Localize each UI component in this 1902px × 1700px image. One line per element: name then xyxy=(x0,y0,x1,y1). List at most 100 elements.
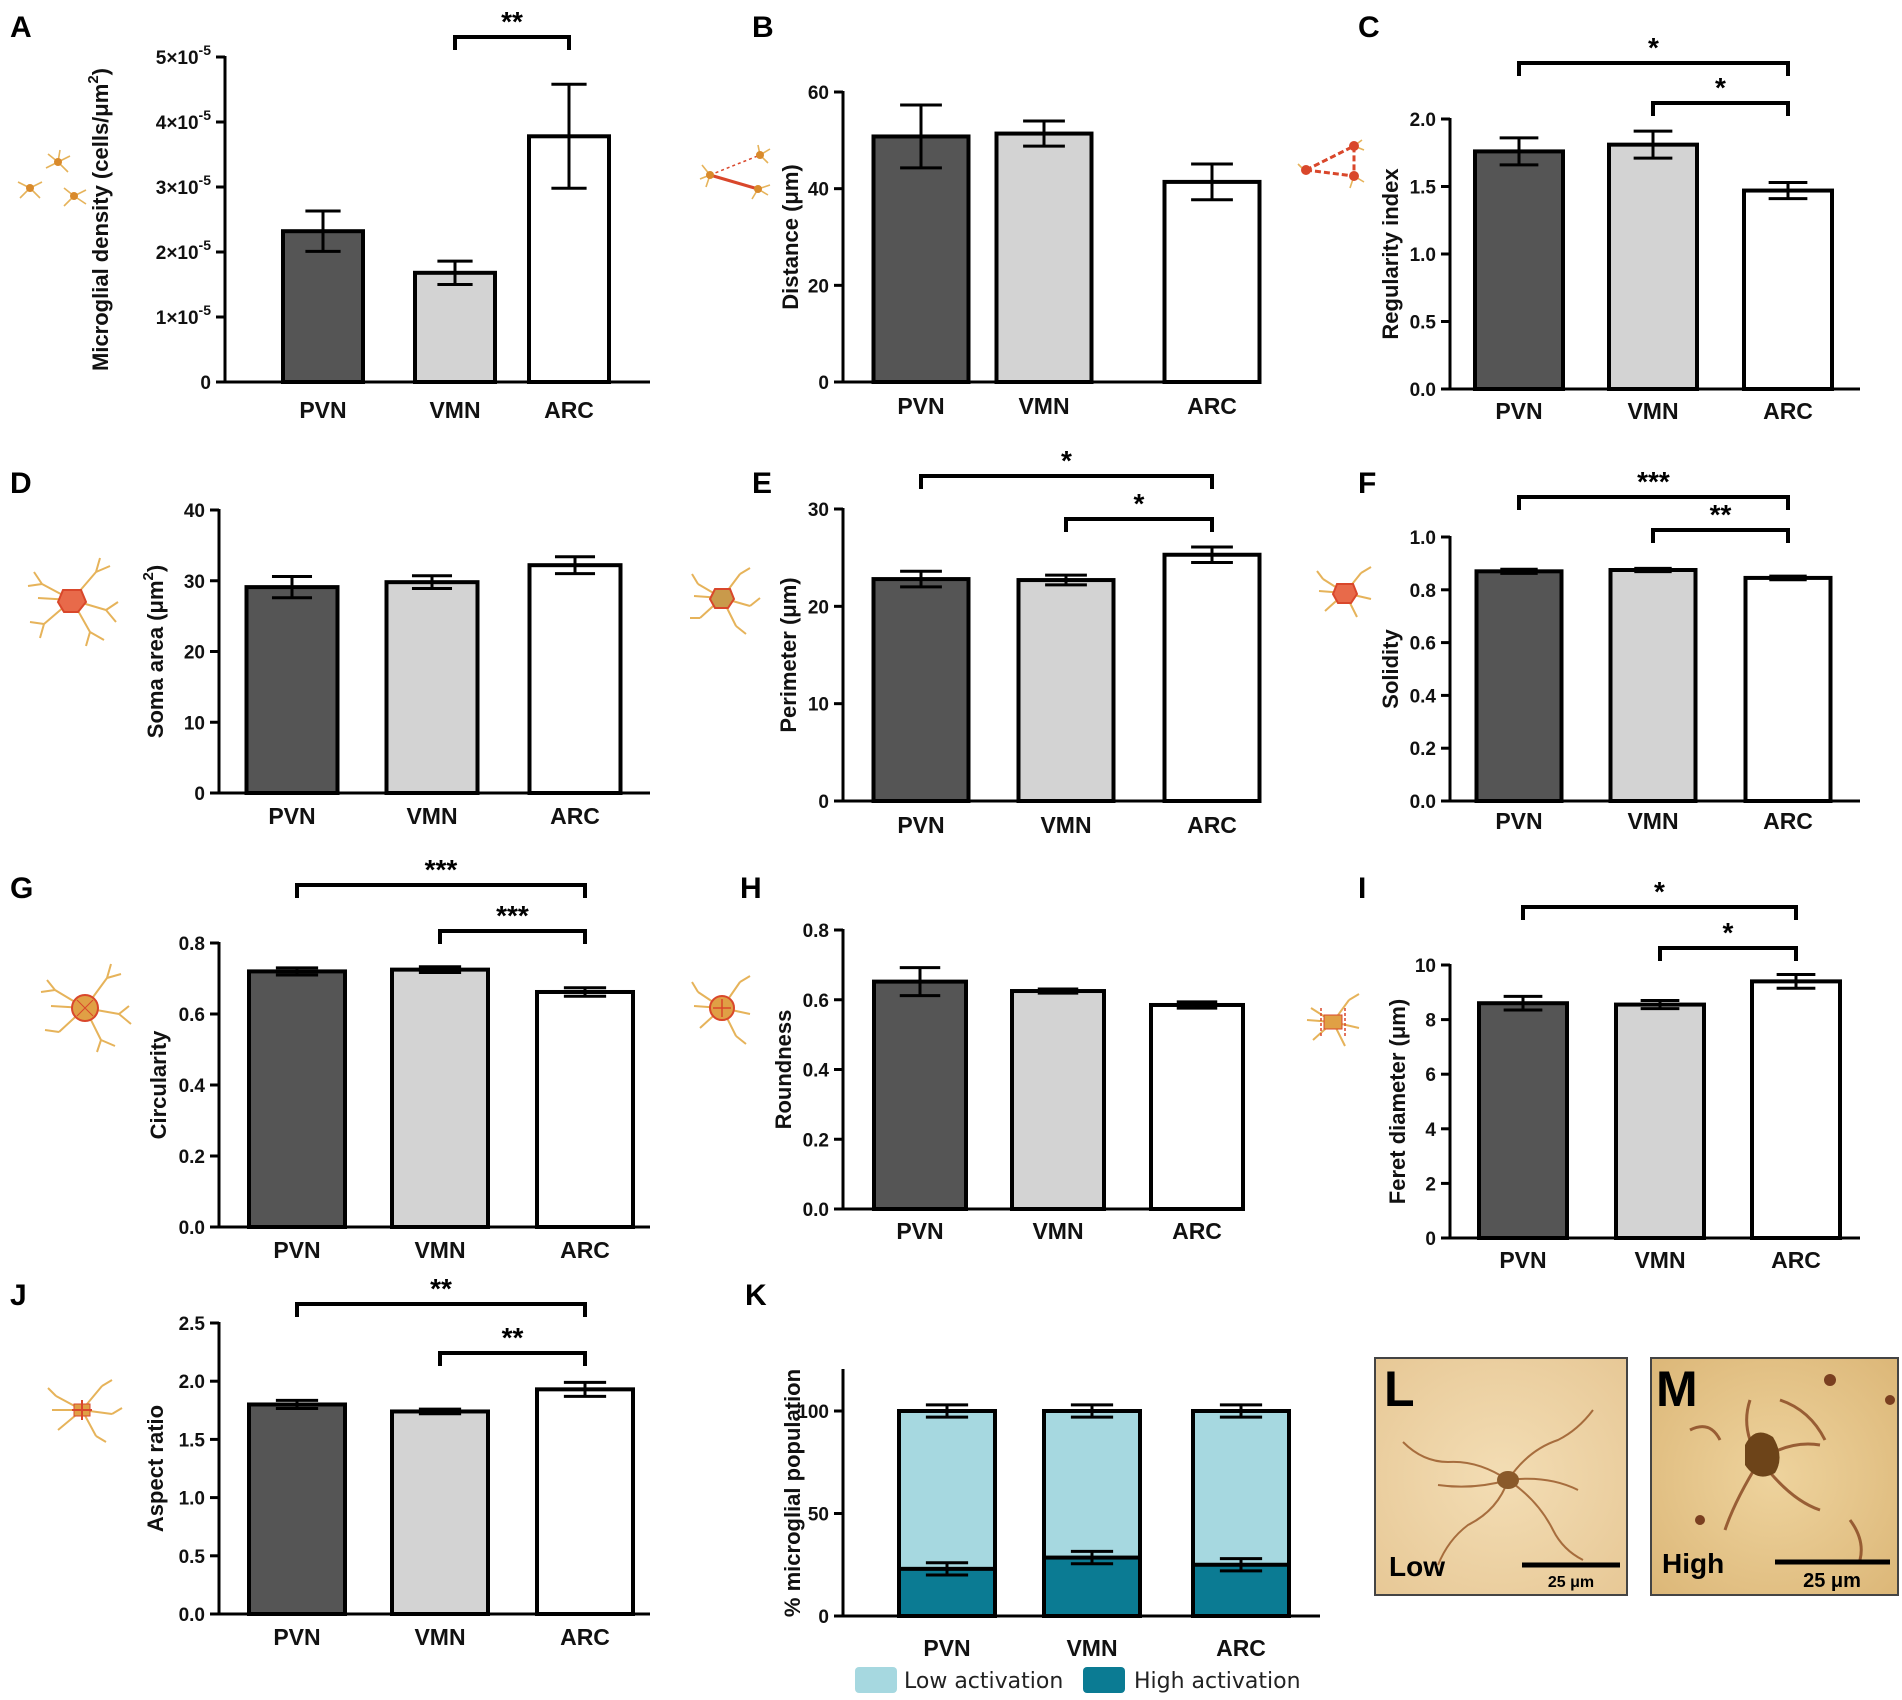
significance-bracket xyxy=(295,1302,587,1317)
category-label: ARC xyxy=(1763,398,1813,424)
bar-arc xyxy=(535,989,635,1229)
y-axis-title-text: Aspect ratio xyxy=(143,1405,168,1532)
y-tick-label: 0 xyxy=(818,373,829,394)
category-label: VMN xyxy=(1040,812,1091,838)
y-axis-title-text: Soma area (μm xyxy=(143,580,168,738)
significance-label: * xyxy=(1061,445,1072,476)
significance-label: * xyxy=(1654,876,1665,907)
y-tick-label: 0.5 xyxy=(179,1547,206,1568)
y-axis-title: Aspect ratio xyxy=(143,1405,168,1532)
category-label: ARC xyxy=(1187,812,1237,838)
y-axis-title-text: Feret diameter (μm) xyxy=(1385,999,1410,1204)
y-tick-label: 10 xyxy=(808,695,829,716)
y-tick-label: 20 xyxy=(808,276,829,297)
bar-pvn xyxy=(871,134,971,384)
y-tick-label: 4×10-5 xyxy=(156,107,211,134)
significance-bracket xyxy=(295,883,587,898)
y-axis-title-sup: 2 xyxy=(85,75,102,83)
y-tick-label: 6 xyxy=(1425,1065,1436,1086)
significance-bracket xyxy=(1064,517,1214,532)
legend: Low activation High activation xyxy=(855,1667,1301,1694)
y-tick-label-exponent: -5 xyxy=(199,107,212,123)
panel-label-k: K xyxy=(745,1279,767,1312)
y-axis-title-end: ) xyxy=(143,565,168,572)
significance-label: * xyxy=(1723,917,1734,948)
bar-vmn xyxy=(1614,1002,1706,1241)
bar-vmn xyxy=(1607,142,1699,391)
category-label: ARC xyxy=(1187,393,1237,419)
bar-vmn xyxy=(994,131,1094,384)
y-tick-label: 0.5 xyxy=(1410,313,1437,334)
y-axis-title-text: Roundness xyxy=(771,1010,796,1130)
micrograph-low-caption: Low xyxy=(1389,1551,1445,1582)
y-tick-label: 0.8 xyxy=(179,934,205,955)
y-axis-title-sup: 2 xyxy=(140,572,157,580)
category-label: VMN xyxy=(1634,1247,1685,1273)
category-label: PVN xyxy=(1495,398,1542,424)
significance-label: *** xyxy=(496,900,529,931)
panel-c: 0.0 0.5 1.0 1.5 2.0 Regularity index PVN VMN ARC… xyxy=(1297,32,1860,424)
bar-segment-high-activation xyxy=(1191,1562,1291,1618)
panel-e: 0 10 20 30 Perimeter (μm) PVN VMN ARC * * xyxy=(690,445,1262,838)
micrograph-high-panel-label: M xyxy=(1656,1361,1698,1417)
category-label: PVN xyxy=(1499,1247,1546,1273)
bar-pvn xyxy=(871,577,971,804)
y-tick-label: 30 xyxy=(808,500,829,521)
y-tick-label: 1.0 xyxy=(1410,528,1436,549)
category-label: VMN xyxy=(414,1624,465,1650)
y-tick-label: 50 xyxy=(808,1505,829,1526)
y-tick-label: 1×10-5 xyxy=(156,302,211,329)
category-label: ARC xyxy=(560,1237,610,1263)
significance-label: *** xyxy=(1637,466,1670,497)
y-tick-label-exponent: -5 xyxy=(199,172,212,188)
significance-label: ** xyxy=(430,1273,452,1304)
y-tick-label: 2×10-5 xyxy=(156,237,211,264)
y-axis-title: Perimeter (μm) xyxy=(776,577,801,732)
micrograph-low-panel-label: L xyxy=(1384,1361,1415,1417)
significance-label: ** xyxy=(1710,499,1732,530)
y-tick-label: 0.0 xyxy=(1410,792,1436,813)
bar-pvn xyxy=(1477,1001,1569,1240)
y-tick-label: 2 xyxy=(1425,1174,1436,1195)
micrograph-low: L Low 25 μm xyxy=(1374,1357,1628,1596)
significance-bracket xyxy=(1658,946,1798,961)
y-tick-label: 8 xyxy=(1425,1011,1436,1032)
panel-b: 0 20 40 60 Distance (μm) PVN VMN ARC xyxy=(699,83,1262,419)
category-label: PVN xyxy=(897,812,944,838)
category-label: VMN xyxy=(414,1237,465,1263)
y-axis-title: Microglial density (cells/μm2) xyxy=(85,68,113,371)
significance-bracket xyxy=(438,929,587,944)
panel-j: 0.0 0.5 1.0 1.5 2.0 2.5 Aspect ratio PVN VMN ARC *… xyxy=(47,1273,650,1650)
y-axis-title: Regularity index xyxy=(1378,168,1403,340)
y-tick-label: 0 xyxy=(1425,1229,1436,1250)
regularity-icon xyxy=(1297,139,1365,189)
y-tick-label-base: 4×10 xyxy=(156,113,199,134)
bar-arc xyxy=(535,1387,635,1617)
y-tick-label: 0.6 xyxy=(179,1005,205,1026)
significance-label: * xyxy=(1134,488,1145,519)
y-axis-title: Roundness xyxy=(771,1010,796,1130)
y-tick-label-base: 3×10 xyxy=(156,178,199,199)
bar-arc xyxy=(527,563,623,795)
y-tick-label-base: 0 xyxy=(200,373,211,394)
category-label: ARC xyxy=(544,397,594,423)
category-label: VMN xyxy=(1066,1635,1117,1661)
y-tick-label: 1.0 xyxy=(1410,245,1436,266)
bar-vmn xyxy=(413,270,497,384)
significance-label: *** xyxy=(425,854,458,885)
bar-vmn xyxy=(1010,989,1106,1211)
panel-label-a: A xyxy=(10,11,32,44)
bar-vmn xyxy=(384,580,480,795)
category-label: VMN xyxy=(1032,1218,1083,1244)
category-label: PVN xyxy=(897,393,944,419)
bar-pvn xyxy=(244,585,340,795)
bar-pvn xyxy=(872,979,968,1211)
y-tick-label: 4 xyxy=(1425,1120,1436,1141)
panel-label-j: J xyxy=(10,1279,27,1312)
y-tick-label: 100 xyxy=(797,1402,829,1423)
bar-vmn xyxy=(1608,568,1698,803)
y-axis-title-text: Perimeter (μm) xyxy=(776,577,801,732)
legend-label-high: High activation xyxy=(1134,1669,1301,1694)
bar-segment-high-activation xyxy=(1042,1555,1142,1618)
